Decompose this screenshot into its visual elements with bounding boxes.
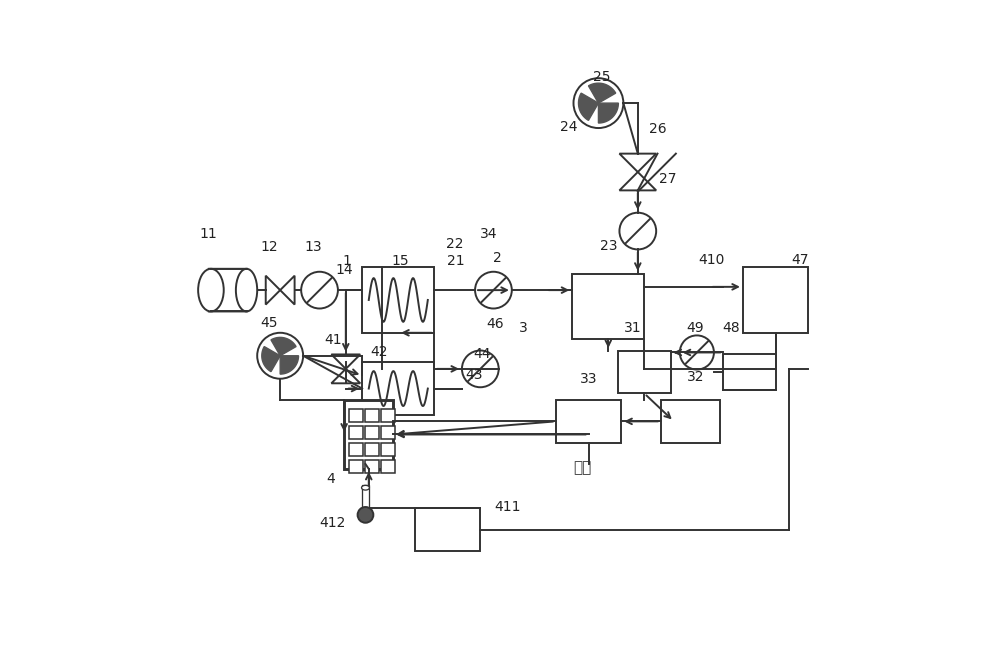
Text: 49: 49 <box>686 321 704 335</box>
Circle shape <box>301 272 338 308</box>
Circle shape <box>358 507 373 523</box>
Text: 31: 31 <box>624 320 642 335</box>
Text: 27: 27 <box>659 171 676 186</box>
FancyBboxPatch shape <box>362 485 369 515</box>
FancyBboxPatch shape <box>365 461 379 473</box>
Circle shape <box>680 335 714 370</box>
Text: 34: 34 <box>479 227 497 241</box>
Circle shape <box>619 213 656 250</box>
FancyBboxPatch shape <box>381 444 395 456</box>
FancyBboxPatch shape <box>365 409 379 422</box>
Text: 45: 45 <box>260 316 278 330</box>
FancyBboxPatch shape <box>362 267 434 333</box>
FancyBboxPatch shape <box>381 461 395 473</box>
FancyBboxPatch shape <box>362 362 434 415</box>
FancyBboxPatch shape <box>349 444 363 456</box>
Polygon shape <box>211 269 247 312</box>
FancyBboxPatch shape <box>209 269 247 312</box>
Polygon shape <box>588 83 616 103</box>
Text: 3: 3 <box>519 320 528 335</box>
Text: 电网: 电网 <box>573 460 591 474</box>
Text: 15: 15 <box>391 254 409 268</box>
Circle shape <box>462 351 499 387</box>
Text: 21: 21 <box>447 254 465 268</box>
FancyBboxPatch shape <box>723 354 776 390</box>
Polygon shape <box>598 103 618 123</box>
Text: 25: 25 <box>593 70 610 84</box>
Text: 22: 22 <box>446 237 463 251</box>
Text: 412: 412 <box>319 516 346 530</box>
Text: 26: 26 <box>649 123 666 136</box>
Ellipse shape <box>362 485 369 490</box>
Polygon shape <box>619 154 656 172</box>
Polygon shape <box>271 337 296 356</box>
Polygon shape <box>331 355 360 369</box>
FancyBboxPatch shape <box>415 508 480 551</box>
Text: 23: 23 <box>600 239 617 252</box>
FancyBboxPatch shape <box>365 426 379 439</box>
Polygon shape <box>331 369 360 384</box>
Polygon shape <box>262 347 280 372</box>
Text: 42: 42 <box>370 345 387 359</box>
FancyBboxPatch shape <box>661 400 720 443</box>
Text: 13: 13 <box>304 241 322 254</box>
Polygon shape <box>266 275 280 304</box>
FancyBboxPatch shape <box>365 444 379 456</box>
FancyBboxPatch shape <box>381 409 395 422</box>
Text: 43: 43 <box>465 368 483 382</box>
FancyBboxPatch shape <box>743 267 808 333</box>
Circle shape <box>257 333 303 379</box>
Polygon shape <box>619 172 656 190</box>
Polygon shape <box>280 356 299 374</box>
Text: 32: 32 <box>687 370 704 384</box>
FancyBboxPatch shape <box>618 351 671 393</box>
Polygon shape <box>578 93 598 121</box>
Text: 33: 33 <box>580 372 597 386</box>
Ellipse shape <box>236 269 257 312</box>
Text: 12: 12 <box>260 241 278 254</box>
Text: 4: 4 <box>326 472 335 486</box>
Text: 41: 41 <box>324 333 341 347</box>
Text: 48: 48 <box>722 320 740 335</box>
Text: 2: 2 <box>493 251 502 265</box>
Polygon shape <box>280 275 295 304</box>
Text: 410: 410 <box>698 253 724 267</box>
FancyBboxPatch shape <box>349 426 363 439</box>
Circle shape <box>475 272 512 308</box>
FancyBboxPatch shape <box>381 426 395 439</box>
Text: 14: 14 <box>335 264 353 277</box>
Text: 47: 47 <box>791 253 809 267</box>
Text: 44: 44 <box>473 347 490 360</box>
Text: 411: 411 <box>495 500 521 513</box>
FancyBboxPatch shape <box>572 273 644 339</box>
Text: 1: 1 <box>343 254 352 268</box>
Circle shape <box>573 78 623 128</box>
Text: 11: 11 <box>199 227 217 241</box>
FancyBboxPatch shape <box>344 400 393 469</box>
Text: 24: 24 <box>560 121 578 134</box>
Ellipse shape <box>198 269 224 312</box>
FancyBboxPatch shape <box>556 400 621 443</box>
Text: 46: 46 <box>486 317 504 331</box>
FancyBboxPatch shape <box>349 409 363 422</box>
FancyBboxPatch shape <box>349 461 363 473</box>
